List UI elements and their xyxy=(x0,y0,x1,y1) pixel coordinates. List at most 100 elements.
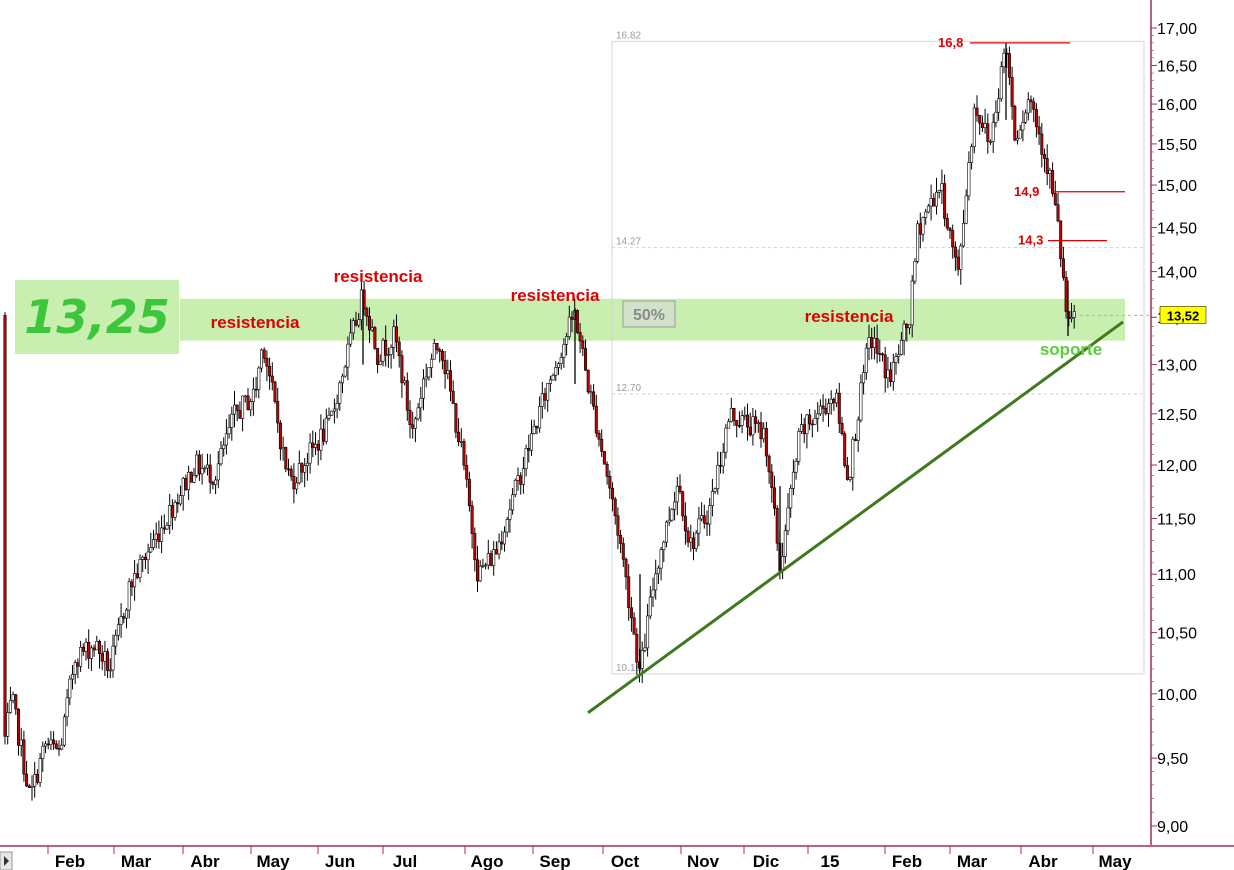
candle-body xyxy=(759,422,763,440)
candle-body xyxy=(554,367,558,376)
candle-body xyxy=(492,549,496,566)
candle-body xyxy=(662,541,666,551)
candle-body xyxy=(964,195,968,224)
candle-body xyxy=(114,635,118,647)
candle-body xyxy=(327,414,331,419)
fibonacci-retracement-tag: 50% xyxy=(633,307,665,324)
candle-body xyxy=(813,418,817,425)
candle-body xyxy=(1051,170,1055,194)
candle-body xyxy=(1002,52,1006,68)
candle-body xyxy=(643,647,647,651)
candle-body xyxy=(691,537,695,549)
candle-body xyxy=(27,785,31,788)
candle-body xyxy=(22,739,26,775)
candle-body xyxy=(200,468,204,475)
candle-body xyxy=(170,505,174,518)
candle-body xyxy=(689,537,693,543)
candle-body xyxy=(52,739,56,745)
candle-body xyxy=(505,519,509,533)
candle-body xyxy=(462,441,466,466)
candle-body xyxy=(556,363,560,368)
candle-body xyxy=(983,123,987,129)
candle-body xyxy=(970,146,974,163)
candle-body xyxy=(745,414,749,428)
candle-body xyxy=(35,773,39,783)
candle-body xyxy=(241,395,245,419)
candle-body xyxy=(427,367,431,378)
candle-body xyxy=(924,211,928,218)
candle-body xyxy=(400,355,404,384)
price-tick-label: 9,00 xyxy=(1157,819,1188,836)
candle-body xyxy=(980,122,984,129)
candle-body xyxy=(1013,106,1017,141)
candle-body xyxy=(602,451,606,465)
time-tick-label: Jun xyxy=(325,852,355,870)
candle-body xyxy=(700,515,704,520)
candle-body xyxy=(413,418,417,429)
candle-body xyxy=(295,482,299,490)
candle-body xyxy=(654,573,658,591)
candle-body xyxy=(913,261,917,282)
candle-body xyxy=(300,463,304,473)
candle-body xyxy=(265,357,269,367)
candle-body xyxy=(11,694,15,701)
candle-body xyxy=(961,222,965,247)
time-tick-label: Ago xyxy=(470,852,503,870)
time-tick-label: Abr xyxy=(190,852,220,870)
last-price-value: 13,52 xyxy=(1167,308,1200,323)
candle-body xyxy=(999,66,1003,100)
candle-body xyxy=(546,383,550,401)
candle-body xyxy=(686,530,690,543)
candle-body xyxy=(370,327,374,331)
candle-body xyxy=(751,416,755,436)
candle-body xyxy=(705,522,709,525)
candle-body xyxy=(206,464,210,469)
candle-body xyxy=(694,532,698,549)
candle-body xyxy=(311,442,315,448)
candle-body xyxy=(948,227,952,231)
candle-body xyxy=(818,405,822,415)
candle-body xyxy=(562,344,566,358)
candle-body xyxy=(103,651,107,662)
candle-body xyxy=(943,183,947,219)
candle-body xyxy=(216,463,220,481)
candle-body xyxy=(135,573,139,578)
candle-body xyxy=(246,395,250,411)
candle-body xyxy=(316,443,320,451)
candle-body xyxy=(748,426,752,436)
candle-body xyxy=(659,549,663,569)
price-tick-label: 11,00 xyxy=(1157,567,1196,584)
candle-body xyxy=(551,375,555,381)
candle-body xyxy=(181,478,185,496)
candle-body xyxy=(772,487,776,509)
candle-body xyxy=(548,379,552,384)
candle-body xyxy=(149,547,153,553)
candle-body xyxy=(30,785,34,788)
candle-body xyxy=(146,551,150,561)
candle-body xyxy=(886,369,890,379)
candle-body xyxy=(945,218,949,229)
candle-body xyxy=(286,468,290,471)
price-tick-label: 16,50 xyxy=(1157,58,1197,75)
candle-body xyxy=(416,407,420,420)
candle-body xyxy=(14,694,18,710)
candle-body xyxy=(697,518,701,534)
candle-body xyxy=(173,502,177,518)
candle-body xyxy=(179,495,183,505)
candle-body xyxy=(268,365,272,377)
candle-body xyxy=(62,716,66,746)
time-axis-bg xyxy=(0,845,1234,870)
time-tick-label: Dic xyxy=(753,852,779,870)
candle-body xyxy=(443,360,447,375)
candle-body xyxy=(1064,277,1068,312)
candle-body xyxy=(775,508,779,544)
candle-body xyxy=(230,413,234,428)
candle-body xyxy=(600,438,604,452)
candle-body xyxy=(276,401,280,424)
candle-body xyxy=(475,559,479,582)
candle-body xyxy=(835,392,839,404)
candle-body xyxy=(125,609,129,619)
candle-body xyxy=(278,422,282,450)
candle-body xyxy=(856,419,860,441)
candle-body xyxy=(972,107,976,147)
